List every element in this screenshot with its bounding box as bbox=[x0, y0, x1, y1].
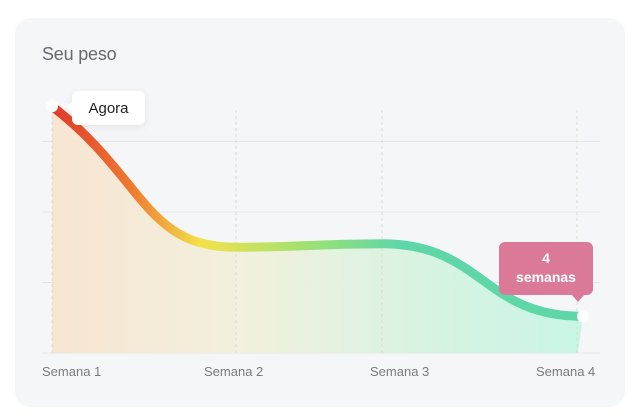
end-point bbox=[577, 310, 589, 323]
four-weeks-tooltip: 4 semanas bbox=[499, 242, 593, 302]
area-fill bbox=[52, 106, 583, 353]
x-tick-label: Semana 2 bbox=[204, 364, 264, 379]
weight-line bbox=[47, 101, 588, 321]
x-tick-label: Semana 1 bbox=[42, 364, 102, 379]
start-point bbox=[46, 100, 58, 113]
now-tooltip: Agora bbox=[66, 91, 145, 125]
tooltip-line-2: semanas bbox=[516, 269, 576, 285]
x-tick-label: Semana 3 bbox=[370, 364, 430, 379]
tooltip-line-1: 4 bbox=[542, 250, 550, 266]
chart-title: Seu peso bbox=[42, 44, 117, 64]
x-tick-label: Semana 4 bbox=[536, 364, 596, 379]
